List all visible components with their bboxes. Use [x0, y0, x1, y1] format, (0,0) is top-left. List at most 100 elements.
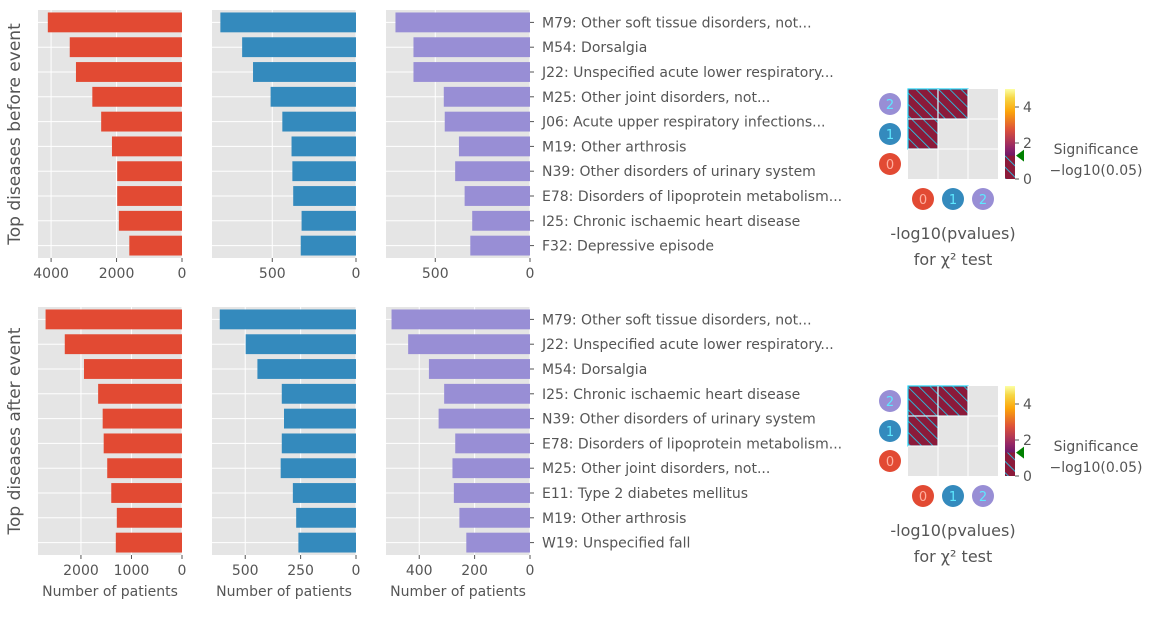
cluster-marker — [912, 485, 934, 507]
bar — [291, 136, 356, 157]
bar — [458, 136, 530, 157]
cluster-marker — [879, 153, 901, 175]
bar — [296, 507, 356, 528]
disease-label: M19: Other arthrosis — [542, 511, 686, 527]
significance-threshold-label: −log10(0.05) — [1050, 163, 1143, 179]
disease-label: M79: Other soft tissue disorders, not... — [542, 312, 812, 328]
bar — [111, 136, 182, 157]
bar — [92, 86, 182, 107]
bar — [280, 458, 356, 479]
x-tick-label: 200 — [461, 563, 488, 579]
disease-label: E11: Type 2 diabetes mellitus — [542, 486, 748, 502]
heatmap-cell — [938, 149, 968, 179]
bar — [470, 235, 530, 256]
x-tick-label: 400 — [406, 563, 433, 579]
disease-label: J22: Unspecified acute lower respiratory… — [541, 65, 834, 81]
bar — [117, 161, 182, 182]
colorbar-significance-patch — [1005, 452, 1015, 476]
bar-panel: 4000 2000 0 — [33, 10, 186, 282]
bar — [438, 408, 530, 429]
heatmap-cell — [968, 386, 998, 416]
x-tick-label: 0 — [178, 563, 187, 579]
heatmap-cell — [968, 446, 998, 476]
heatmap-cell — [908, 446, 938, 476]
bar-panel: 500 0 — [386, 10, 534, 282]
disease-label: N39: Other disorders of urinary system — [542, 412, 816, 428]
heatmap-cell-significant — [937, 88, 969, 120]
bar — [301, 210, 356, 231]
disease-label: E78: Disorders of lipoprotein metabolism… — [542, 436, 842, 452]
heatmap-title: -log10(pvalues) — [890, 521, 1015, 540]
bar — [292, 161, 356, 182]
bar — [284, 408, 356, 429]
cluster-marker-label: 1 — [886, 425, 894, 440]
colorbar-tick-label: 2 — [1023, 136, 1032, 152]
bar — [444, 111, 530, 132]
heatmap: 2 1 0 0 1 2 -log10(pvalues) for χ² test — [879, 88, 1016, 269]
cluster-marker-label: 0 — [886, 158, 894, 173]
bar — [464, 186, 530, 206]
disease-label: W19: Unspecified fall — [542, 536, 690, 552]
bar — [118, 210, 182, 231]
disease-label: E78: Disorders of lipoprotein metabolism… — [542, 189, 842, 205]
cluster-marker — [972, 485, 994, 507]
bar — [298, 532, 356, 553]
heatmap-cell — [968, 89, 998, 119]
bar — [111, 483, 182, 503]
bar — [107, 458, 182, 479]
bar — [395, 12, 530, 33]
disease-label: M19: Other arthrosis — [542, 139, 686, 155]
bar — [245, 334, 356, 355]
bar — [428, 359, 530, 379]
disease-label: M54: Dorsalgia — [542, 362, 647, 378]
cluster-marker-label: 0 — [886, 455, 894, 470]
bar — [453, 483, 530, 503]
heatmap-subtitle: for χ² test — [914, 250, 993, 269]
colorbar-tick-label: 4 — [1023, 100, 1032, 116]
x-tick-label: 500 — [232, 563, 259, 579]
colorbar: 0 2 4 Significance −log10(0.05) — [1005, 89, 1142, 188]
x-tick-label: 1000 — [114, 563, 150, 579]
x-tick-label: 250 — [287, 563, 314, 579]
x-tick-label: 2000 — [63, 563, 99, 579]
bar — [75, 62, 182, 82]
row-label: Top diseases after event — [5, 327, 25, 535]
bar — [253, 62, 356, 82]
heatmap-cell-significant — [907, 88, 939, 120]
cluster-marker — [912, 188, 934, 210]
disease-label: N39: Other disorders of urinary system — [542, 164, 816, 180]
bar-panel: 500 0 — [212, 10, 360, 282]
x-axis-label: Number of patients — [42, 584, 178, 600]
x-tick-label: 500 — [259, 266, 286, 282]
bar — [455, 161, 530, 182]
cluster-marker — [879, 93, 901, 115]
bar — [281, 433, 356, 454]
heatmap-cell — [968, 416, 998, 446]
x-tick-label: 0 — [352, 563, 361, 579]
x-axis-label: Number of patients — [390, 584, 526, 600]
disease-label: J22: Unspecified acute lower respiratory… — [541, 337, 834, 353]
cluster-marker — [879, 390, 901, 412]
bar — [116, 507, 182, 528]
colorbar-tick-label: 4 — [1023, 397, 1032, 413]
bar — [69, 37, 182, 58]
colorbar-tick-label: 0 — [1023, 469, 1032, 485]
disease-label: F32: Depressive episode — [542, 239, 714, 255]
bar — [452, 458, 530, 479]
bar — [300, 235, 356, 256]
cluster-marker — [879, 123, 901, 145]
bar — [293, 186, 356, 206]
x-tick-label: 2000 — [99, 266, 135, 282]
x-tick-label: 0 — [526, 563, 535, 579]
cluster-marker — [879, 420, 901, 442]
heatmap-cell — [908, 149, 938, 179]
cluster-marker-label: 2 — [979, 193, 987, 208]
colorbar-tick-label: 0 — [1023, 172, 1032, 188]
x-tick-label: 500 — [422, 266, 449, 282]
heatmap-cell-significant — [937, 385, 969, 417]
